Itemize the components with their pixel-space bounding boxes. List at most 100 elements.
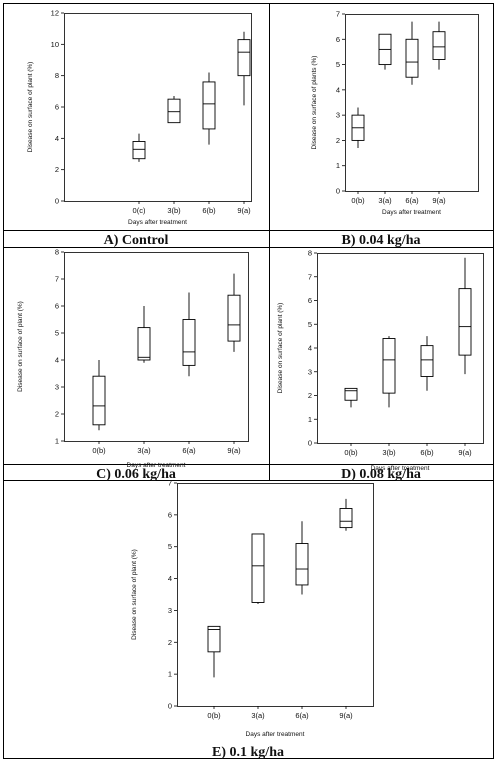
x-axis-label: Days after treatment xyxy=(128,219,187,226)
box-plot-box xyxy=(382,336,396,408)
box-plot-box xyxy=(339,498,353,531)
box-iqr xyxy=(251,533,265,603)
box-iqr xyxy=(339,508,353,529)
y-tick-label: 10 xyxy=(51,40,59,49)
box-plot-box xyxy=(202,72,216,145)
x-tick-label: 3(a) xyxy=(378,196,392,205)
x-tick-label: 3(b) xyxy=(167,206,181,215)
box-iqr xyxy=(237,39,251,77)
y-tick-label: 6 xyxy=(55,302,59,311)
y-axis-label: Disease on surface of plant (%) xyxy=(277,303,284,394)
x-axis-label: Days after treatment xyxy=(127,462,186,469)
x-tick-label: 6(a) xyxy=(295,711,309,720)
y-tick-label: 7 xyxy=(168,479,172,488)
y-tick-label: 5 xyxy=(55,329,59,338)
box-iqr xyxy=(295,543,309,586)
y-tick-label: 5 xyxy=(308,320,312,329)
x-tick-label: 9(a) xyxy=(227,446,241,455)
panel-caption-e: E) 0.1 kg/ha xyxy=(212,745,284,760)
y-tick-label: 4 xyxy=(168,574,172,583)
x-tick-label: 3(a) xyxy=(251,711,265,720)
y-tick-label: 4 xyxy=(55,356,59,365)
y-tick-label: 4 xyxy=(55,134,59,143)
box-plot-box xyxy=(420,336,434,391)
y-tick-label: 2 xyxy=(336,136,340,145)
x-tick-label: 0(b) xyxy=(351,196,365,205)
x-tick-label: 9(a) xyxy=(237,206,251,215)
y-tick-label: 2 xyxy=(55,410,59,419)
y-tick-label: 0 xyxy=(336,187,340,196)
x-tick-label: 9(a) xyxy=(458,448,472,457)
panel-caption-b: B) 0.04 kg/ha xyxy=(342,233,421,248)
x-tick-label: 0(c) xyxy=(133,206,146,215)
x-axis-label: Days after treatment xyxy=(371,465,430,472)
box-iqr xyxy=(137,327,151,361)
y-tick-label: 3 xyxy=(336,111,340,120)
y-axis-label: Disease on surface of plants (%) xyxy=(311,56,318,150)
figure-grid xyxy=(3,3,494,759)
box-plot-box xyxy=(351,107,365,149)
y-tick-label: 2 xyxy=(55,165,59,174)
box-plot-box xyxy=(137,306,151,363)
y-tick-label: 3 xyxy=(308,367,312,376)
box-iqr xyxy=(344,387,358,401)
y-tick-label: 1 xyxy=(55,437,59,446)
y-tick-label: 5 xyxy=(168,542,172,551)
boxplot-chart-0-1: 0 1 2 3 4 5 6 7 0(b) 3(a) 6(a) 9(a) Days after treat… xyxy=(131,479,374,738)
y-tick-label: 3 xyxy=(168,606,172,615)
box-iqr xyxy=(405,38,419,78)
panel-caption-a: A) Control xyxy=(104,233,169,248)
y-tick-label: 3 xyxy=(55,383,59,392)
y-axis-label: Disease on surface of plant (%) xyxy=(17,301,24,392)
y-axis-label: Disease on surface of plant (%) xyxy=(131,549,138,640)
y-tick-label: 4 xyxy=(308,344,312,353)
box-iqr xyxy=(227,294,241,342)
y-axis-label: Disease on surface of plant (%) xyxy=(27,62,34,153)
y-tick-label: 12 xyxy=(51,9,59,18)
x-tick-label: 3(b) xyxy=(382,448,396,457)
y-tick-label: 5 xyxy=(336,60,340,69)
box-plot-box xyxy=(167,96,181,124)
y-tick-label: 7 xyxy=(55,275,59,284)
box-plot-box xyxy=(251,533,265,605)
y-tick-label: 2 xyxy=(308,391,312,400)
x-tick-label: 6(b) xyxy=(202,206,216,215)
y-tick-label: 2 xyxy=(168,638,172,647)
y-tick-label: 1 xyxy=(336,161,340,170)
x-tick-label: 0(b) xyxy=(92,446,106,455)
box-plot-box xyxy=(295,521,309,595)
panel-caption-c: C) 0.06 kg/ha xyxy=(96,467,176,482)
box-iqr xyxy=(182,319,196,366)
y-tick-label: 6 xyxy=(168,510,172,519)
plot-frame xyxy=(177,483,374,707)
y-tick-label: 8 xyxy=(308,249,312,258)
y-tick-label: 6 xyxy=(336,35,340,44)
x-tick-label: 0(b) xyxy=(207,711,221,720)
box-plot-box xyxy=(227,273,241,352)
box-iqr xyxy=(458,288,472,356)
box-plot-box xyxy=(132,133,146,162)
box-plot-box xyxy=(378,33,392,70)
x-axis-label: Days after treatment xyxy=(246,731,305,738)
y-tick-label: 0 xyxy=(168,702,172,711)
box-iqr xyxy=(432,31,446,60)
boxplot-chart-0-08: 0 1 2 3 4 5 6 7 8 0(b) 3(b) 6(b) 9(a) Days after trea… xyxy=(277,249,484,472)
box-plot-box xyxy=(92,360,106,431)
x-tick-label: 6(b) xyxy=(420,448,434,457)
panel-caption-d: D) 0.08 kg/ha xyxy=(341,467,421,482)
boxplot-chart-0-04: 0 1 2 3 4 5 6 7 0(b) 3(a) 6(a) 9(a) Days after treat… xyxy=(311,10,479,216)
x-tick-label: 9(a) xyxy=(432,196,446,205)
plot-frame xyxy=(64,13,252,202)
box-plot-box xyxy=(458,257,472,375)
y-tick-label: 6 xyxy=(55,103,59,112)
box-iqr xyxy=(92,375,106,426)
y-tick-label: 1 xyxy=(308,415,312,424)
y-tick-label: 1 xyxy=(168,670,172,679)
box-plot-box xyxy=(207,625,221,678)
box-iqr xyxy=(202,81,216,130)
y-tick-label: 7 xyxy=(336,10,340,19)
y-tick-label: 4 xyxy=(336,85,340,94)
x-tick-label: 6(a) xyxy=(182,446,196,455)
plot-frame xyxy=(64,252,249,442)
